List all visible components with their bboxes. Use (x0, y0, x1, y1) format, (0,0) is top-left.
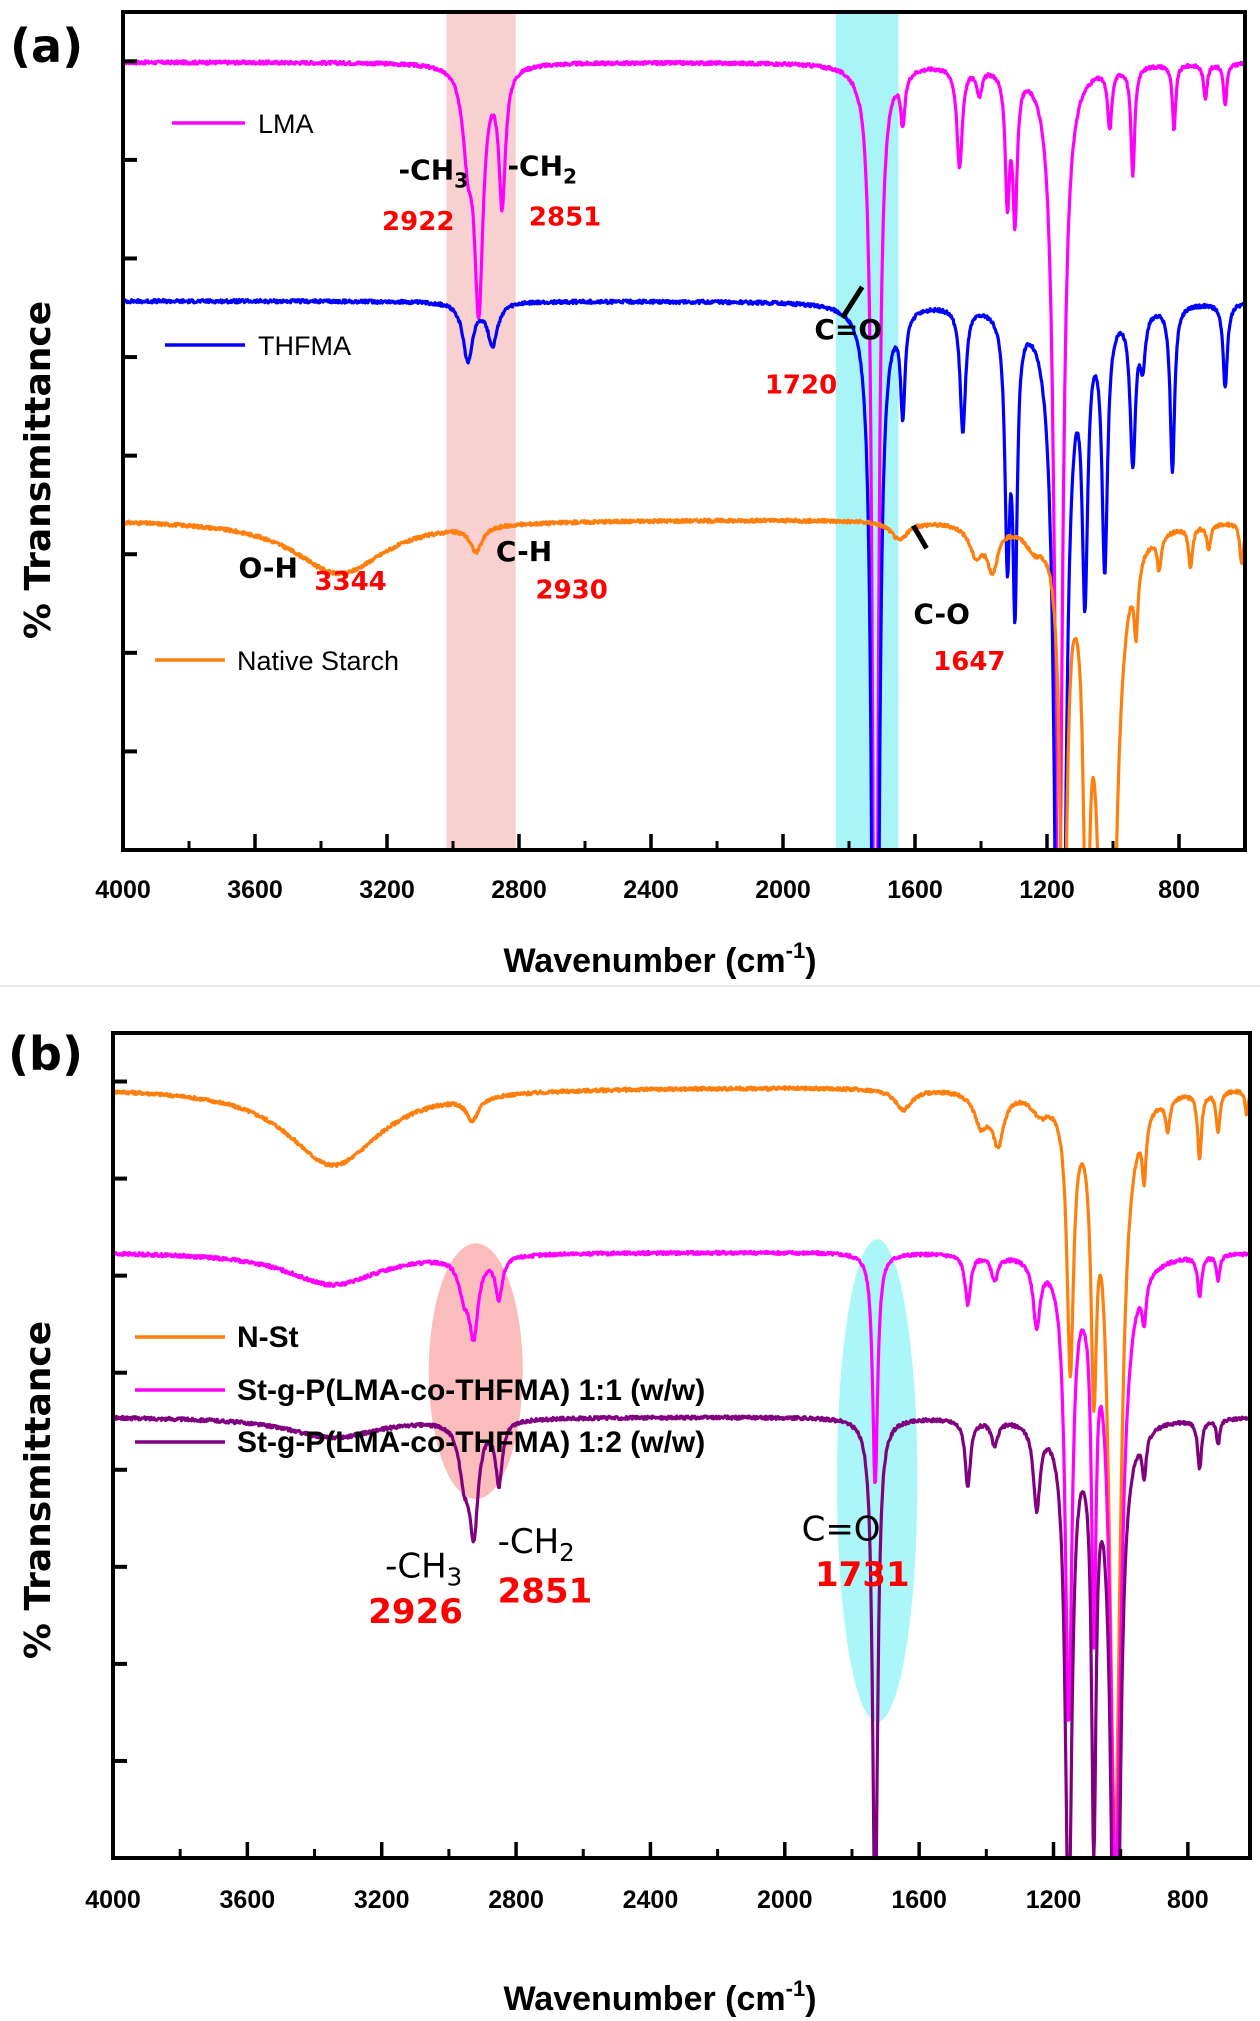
legend-label: THFMA (258, 331, 351, 361)
peak-wavenumber-label: 1720 (765, 370, 837, 400)
series-group (113, 1085, 1250, 1858)
x-tick-label: 3600 (227, 876, 283, 904)
x-tick-label: 2400 (623, 876, 679, 904)
functional-group-label: C=O (802, 1509, 881, 1549)
plot-frame (111, 1031, 1252, 1860)
series-line-lma (123, 59, 1245, 850)
x-tick-label: 4000 (95, 876, 151, 904)
x-axis-title-superscript: -1 (786, 938, 806, 963)
functional-group-label: -CH2 (498, 1522, 575, 1567)
peak-wavenumber-label: 3344 (314, 567, 386, 597)
plot-border (111, 1031, 1252, 1860)
x-tick-label: 2800 (488, 1886, 544, 1914)
x-tick-label: 2000 (757, 1886, 813, 1914)
annotation-pointer (911, 524, 929, 550)
legend-item: LMA (172, 109, 314, 139)
series-line-thfma (123, 298, 1245, 850)
annotation-pointer (840, 285, 865, 320)
series-line-st-g-p-lma-co-thfma-1-1-w-w- (113, 1249, 1250, 1858)
plot-border (121, 10, 1247, 852)
series-group (123, 59, 1245, 850)
x-tick-label: 1600 (887, 876, 943, 904)
highlight-ellipse (428, 1243, 523, 1500)
x-axis-ticks: 4000 3600 3200 2800 2400 2000 1600 1200 800 (95, 834, 1200, 904)
x-tick-label: 1600 (891, 1886, 947, 1914)
legend: N-St St-g-P(LMA-co-THFMA) 1:1 (w/w) St-g-P… (135, 1321, 705, 1459)
x-axis-title: Wavenumber (cm-1) (503, 1976, 816, 2018)
legend-label: St-g-P(LMA-co-THFMA) 1:2 (w/w) (237, 1426, 705, 1459)
legend-item: Native Starch (155, 646, 399, 676)
chart-panel-b: 4000 3600 3200 2800 2400 2000 1600 1200 800 -CH3… (8, 1027, 1252, 2018)
x-tick-label: 3600 (220, 1886, 276, 1914)
legend-item: St-g-P(LMA-co-THFMA) 1:2 (w/w) (135, 1426, 705, 1459)
series-line-n-st (113, 1085, 1250, 1840)
x-axis-title-superscript: -1 (786, 1976, 806, 2001)
x-tick-label: 1200 (1026, 1886, 1082, 1914)
peak-wavenumber-label: 1731 (815, 1555, 910, 1595)
x-tick-label: 800 (1167, 1886, 1209, 1914)
legend: LMA THFMA Native Starch (155, 109, 399, 676)
legend-item: St-g-P(LMA-co-THFMA) 1:1 (w/w) (135, 1374, 705, 1407)
highlight-bands (428, 1239, 918, 1722)
legend-item: N-St (135, 1321, 299, 1354)
x-tick-label: 1200 (1019, 876, 1075, 904)
x-tick-label: 3200 (354, 1886, 410, 1914)
x-axis-title: Wavenumber (cm-1) (503, 938, 816, 980)
x-tick-label: 3200 (359, 876, 415, 904)
series-line-st-g-p-lma-co-thfma-1-2-w-w- (113, 1414, 1250, 1858)
highlight-bands (446, 12, 899, 850)
peak-wavenumber-label: 2851 (498, 1571, 593, 1611)
x-tick-label: 4000 (85, 1886, 141, 1914)
peak-wavenumber-label: 2930 (536, 576, 608, 606)
highlight-ellipse (836, 1239, 918, 1722)
x-axis-title-main: Wavenumber (cm (503, 1980, 785, 2018)
functional-group-label: C-H (496, 535, 552, 568)
panel-divider (0, 985, 1260, 987)
legend-label: LMA (258, 109, 314, 139)
x-axis-title-close: ) (805, 942, 816, 980)
y-axis-ticks (113, 1079, 127, 1763)
legend-label: N-St (237, 1321, 299, 1354)
x-tick-label: 2000 (755, 876, 811, 904)
subscript: 2 (563, 164, 577, 188)
functional-group-label: -CH3 (385, 1547, 462, 1592)
x-tick-label: 800 (1158, 876, 1200, 904)
y-axis-title: % Transmittance (18, 1321, 59, 1659)
peak-wavenumber-label: 1647 (933, 647, 1005, 677)
functional-group-label: C-O (913, 598, 970, 631)
plot-frame (121, 10, 1247, 852)
legend-label: St-g-P(LMA-co-THFMA) 1:1 (w/w) (237, 1374, 705, 1407)
subscript: 2 (559, 1538, 575, 1567)
legend-item: THFMA (165, 331, 351, 361)
x-tick-label: 2400 (623, 1886, 679, 1914)
peak-wavenumber-label: 2922 (382, 207, 454, 237)
panel-label: (b) (8, 1027, 83, 1081)
chart-panel-a: 4000 3600 3200 2800 2400 2000 1600 1200 800 -CH3… (10, 10, 1247, 980)
series-line-native-starch (123, 517, 1245, 850)
peak-wavenumber-label: 2926 (368, 1592, 463, 1632)
functional-group-label: -CH2 (507, 149, 577, 188)
pointer-lines (840, 285, 929, 550)
y-axis-ticks (123, 59, 137, 754)
y-axis-title: % Transmittance (18, 301, 59, 639)
functional-group-label: C=O (814, 313, 882, 346)
x-axis-title-close: ) (805, 1980, 816, 2018)
peak-wavenumber-label: 2851 (529, 203, 601, 233)
legend-label: Native Starch (237, 646, 399, 676)
panel-label: (a) (10, 19, 83, 73)
subscript: 3 (447, 1563, 463, 1592)
x-tick-label: 2800 (491, 876, 547, 904)
x-axis-ticks: 4000 3600 3200 2800 2400 2000 1600 1200 800 (85, 1842, 1209, 1914)
functional-group-label: O-H (239, 552, 298, 585)
x-axis-title-main: Wavenumber (cm (503, 942, 785, 980)
subscript: 3 (454, 169, 468, 193)
